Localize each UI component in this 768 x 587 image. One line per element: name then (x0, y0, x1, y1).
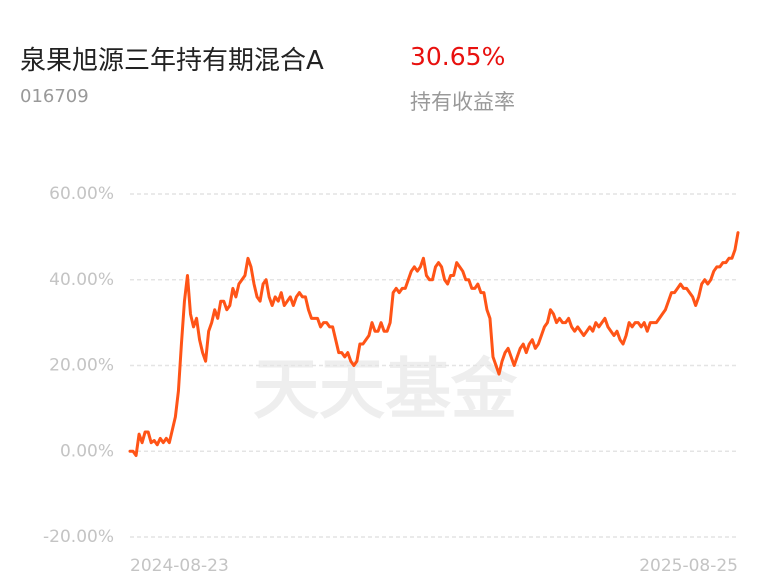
watermark: 天天基金 (253, 350, 518, 428)
fund-code: 016709 (20, 86, 89, 107)
y-tick-label: 60.00% (49, 184, 114, 204)
return-label: 持有收益率 (410, 90, 515, 114)
y-tick-label: 40.00% (49, 270, 114, 290)
y-tick-label: -20.00% (43, 527, 114, 547)
y-tick-label: 0.00% (60, 441, 114, 461)
x-tick-label: 2025-08-25 (639, 556, 738, 576)
fund-title: 泉果旭源三年持有期混合A (20, 46, 324, 76)
y-tick-label: 20.00% (49, 356, 114, 376)
x-tick-label: 2024-08-23 (130, 556, 229, 576)
line-series (128, 231, 740, 458)
return-value: 30.65% (410, 42, 506, 71)
